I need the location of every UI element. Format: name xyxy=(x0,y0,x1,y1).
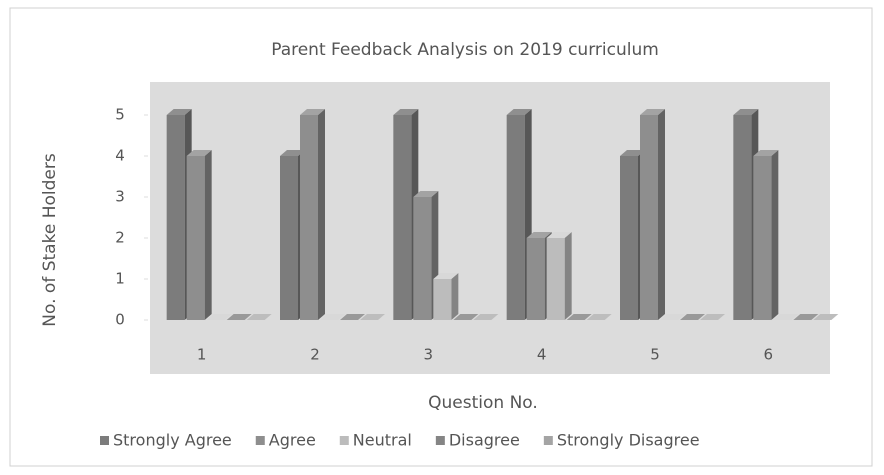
bar-top xyxy=(453,314,479,320)
y-tick-label: 4 xyxy=(115,147,125,165)
x-tick-label: 6 xyxy=(764,346,774,364)
bar-top xyxy=(640,109,665,115)
x-tick-label: 5 xyxy=(650,346,660,364)
bar-side xyxy=(204,150,212,320)
bar xyxy=(506,115,525,320)
bar-top xyxy=(526,232,552,238)
y-tick-label: 1 xyxy=(115,270,125,288)
bar xyxy=(186,156,205,320)
bar-top xyxy=(246,314,272,320)
bar xyxy=(300,115,318,320)
legend-label: Disagree xyxy=(449,431,520,450)
y-tick-label: 2 xyxy=(115,229,125,247)
bar-side xyxy=(451,273,459,320)
chart-title: Parent Feedback Analysis on 2019 curricu… xyxy=(271,40,659,60)
bar-top xyxy=(680,314,705,320)
x-tick-label: 2 xyxy=(310,346,320,364)
y-tick-label: 0 xyxy=(115,311,125,329)
bar xyxy=(393,115,412,320)
bar xyxy=(640,115,658,320)
bar-top xyxy=(506,109,532,115)
bar-top xyxy=(566,314,592,320)
bar-top xyxy=(753,150,779,156)
legend-label: Agree xyxy=(269,431,316,450)
x-tick-label: 4 xyxy=(537,346,547,364)
bar xyxy=(433,279,452,320)
bar xyxy=(620,156,638,320)
bar-side xyxy=(658,109,665,320)
bar-top xyxy=(546,232,572,238)
bar-top xyxy=(473,314,499,320)
bar xyxy=(753,156,772,320)
bar-top xyxy=(700,314,725,320)
bar xyxy=(280,156,298,320)
bar-top xyxy=(813,314,839,320)
bar-top xyxy=(186,150,212,156)
bar-top xyxy=(393,109,419,115)
legend-swatch xyxy=(339,436,349,445)
legend-label: Neutral xyxy=(353,431,412,450)
legend-label: Strongly Agree xyxy=(113,431,232,450)
bar-top xyxy=(320,314,345,320)
bar-top xyxy=(433,273,459,279)
x-tick-label: 3 xyxy=(424,346,434,364)
bar-top xyxy=(733,109,759,115)
bar-top xyxy=(300,109,325,115)
legend-swatch xyxy=(543,436,553,445)
legend-swatch xyxy=(255,436,265,445)
bar-top xyxy=(660,314,685,320)
x-tick-label: 1 xyxy=(197,346,207,364)
y-tick-label: 5 xyxy=(115,106,125,124)
x-axis-title: Question No. xyxy=(428,393,538,413)
bar xyxy=(546,238,565,320)
bar-top xyxy=(620,150,645,156)
bar-top xyxy=(586,314,612,320)
bar-top xyxy=(413,191,439,197)
bar xyxy=(526,238,545,320)
y-axis-title: No. of Stake Holders xyxy=(40,153,60,327)
bar-top xyxy=(166,109,192,115)
bar-side xyxy=(564,232,572,320)
bar-top xyxy=(793,314,819,320)
bar xyxy=(413,197,432,320)
y-tick-label: 3 xyxy=(115,188,125,206)
bar-top xyxy=(340,314,365,320)
bar xyxy=(166,115,185,320)
bar-top xyxy=(773,314,799,320)
plot-area xyxy=(150,82,830,374)
bar-side xyxy=(318,109,325,320)
bar-top xyxy=(280,150,305,156)
bar-top xyxy=(226,314,252,320)
legend-label: Strongly Disagree xyxy=(557,431,700,450)
bar xyxy=(733,115,752,320)
bar-top xyxy=(206,314,232,320)
bar-side xyxy=(771,150,779,320)
legend-swatch xyxy=(435,436,445,445)
legend-swatch xyxy=(100,436,109,445)
bar-top xyxy=(360,314,385,320)
